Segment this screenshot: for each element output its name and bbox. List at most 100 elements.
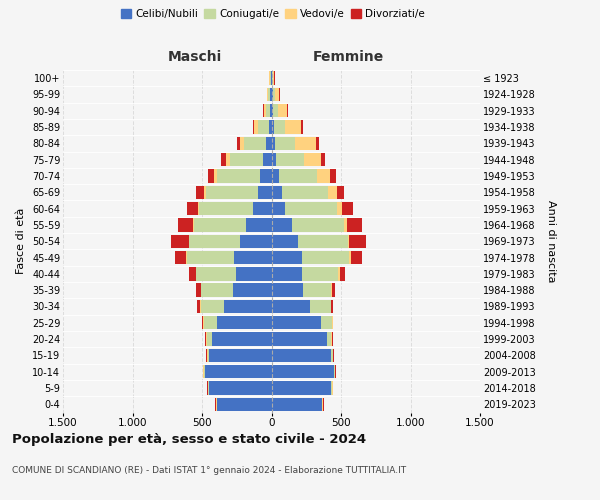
Bar <box>190 234 239 248</box>
Bar <box>260 170 271 182</box>
Bar <box>349 234 366 248</box>
Bar <box>298 234 348 248</box>
Bar <box>266 104 270 118</box>
Bar <box>271 316 321 330</box>
Bar <box>271 104 273 118</box>
Bar <box>321 316 332 330</box>
Bar <box>217 170 260 182</box>
Bar <box>304 284 331 297</box>
Bar <box>292 218 344 232</box>
Bar <box>271 153 277 166</box>
Bar <box>197 300 200 313</box>
Bar <box>327 332 331 346</box>
Bar <box>202 284 233 297</box>
Bar <box>271 267 302 280</box>
Bar <box>237 136 239 150</box>
Bar <box>349 251 351 264</box>
Bar <box>187 202 198 215</box>
Text: Femmine: Femmine <box>313 50 383 64</box>
Bar <box>196 267 236 280</box>
Bar <box>217 398 271 411</box>
Bar <box>337 202 341 215</box>
Bar <box>337 186 344 199</box>
Bar <box>264 104 266 118</box>
Bar <box>275 88 279 101</box>
Bar <box>204 186 206 199</box>
Bar <box>202 316 203 330</box>
Bar <box>270 104 271 118</box>
Bar <box>203 365 204 378</box>
Bar <box>189 267 196 280</box>
Bar <box>271 218 292 232</box>
Bar <box>234 251 271 264</box>
Bar <box>275 136 295 150</box>
Bar <box>273 104 278 118</box>
Bar <box>271 300 310 313</box>
Bar <box>216 398 217 411</box>
Bar <box>271 186 282 199</box>
Y-axis label: Fasce di età: Fasce di età <box>16 208 26 274</box>
Bar <box>257 120 269 134</box>
Bar <box>287 104 288 118</box>
Bar <box>348 234 349 248</box>
Legend: Celibi/Nubili, Coniugati/e, Vedovi/e, Divorziati/e: Celibi/Nubili, Coniugati/e, Vedovi/e, Di… <box>116 5 430 24</box>
Bar <box>257 186 271 199</box>
Bar <box>347 218 362 232</box>
Bar <box>269 120 271 134</box>
Bar <box>285 120 301 134</box>
Bar <box>331 332 332 346</box>
Bar <box>322 398 323 411</box>
Bar <box>271 72 272 85</box>
Bar <box>286 202 337 215</box>
Bar <box>203 316 204 330</box>
Bar <box>268 88 270 101</box>
Bar <box>207 382 208 394</box>
Bar <box>301 120 303 134</box>
Bar <box>206 348 207 362</box>
Bar <box>331 284 332 297</box>
Bar <box>340 267 345 280</box>
Text: COMUNE DI SCANDIANO (RE) - Dati ISTAT 1° gennaio 2024 - Elaborazione TUTTITALIA.: COMUNE DI SCANDIANO (RE) - Dati ISTAT 1°… <box>12 466 406 475</box>
Bar <box>277 153 304 166</box>
Bar <box>321 153 325 166</box>
Bar <box>244 136 266 150</box>
Bar <box>208 348 209 362</box>
Bar <box>226 153 230 166</box>
Bar <box>230 153 263 166</box>
Bar <box>271 136 275 150</box>
Bar <box>199 202 253 215</box>
Bar <box>271 170 279 182</box>
Bar <box>171 234 189 248</box>
Bar <box>271 398 322 411</box>
Bar <box>332 348 334 362</box>
Bar <box>239 136 244 150</box>
Bar <box>204 365 205 378</box>
Bar <box>254 120 257 134</box>
Bar <box>271 251 302 264</box>
Bar <box>221 153 226 166</box>
Bar <box>341 202 353 215</box>
Bar <box>271 202 286 215</box>
Bar <box>271 332 327 346</box>
Bar <box>274 120 285 134</box>
Bar <box>273 88 275 101</box>
Bar <box>273 72 274 85</box>
Bar <box>317 170 330 182</box>
Bar <box>338 267 340 280</box>
Bar <box>239 234 271 248</box>
Bar <box>270 88 271 101</box>
Bar <box>207 332 212 346</box>
Bar <box>205 365 271 378</box>
Bar <box>310 300 331 313</box>
Bar <box>272 72 273 85</box>
Bar <box>263 104 264 118</box>
Bar <box>334 365 335 378</box>
Bar <box>175 251 186 264</box>
Bar <box>266 88 268 101</box>
Bar <box>331 382 332 394</box>
Bar <box>335 365 336 378</box>
Bar <box>271 365 334 378</box>
Bar <box>209 348 271 362</box>
Bar <box>271 382 331 394</box>
Bar <box>332 284 335 297</box>
